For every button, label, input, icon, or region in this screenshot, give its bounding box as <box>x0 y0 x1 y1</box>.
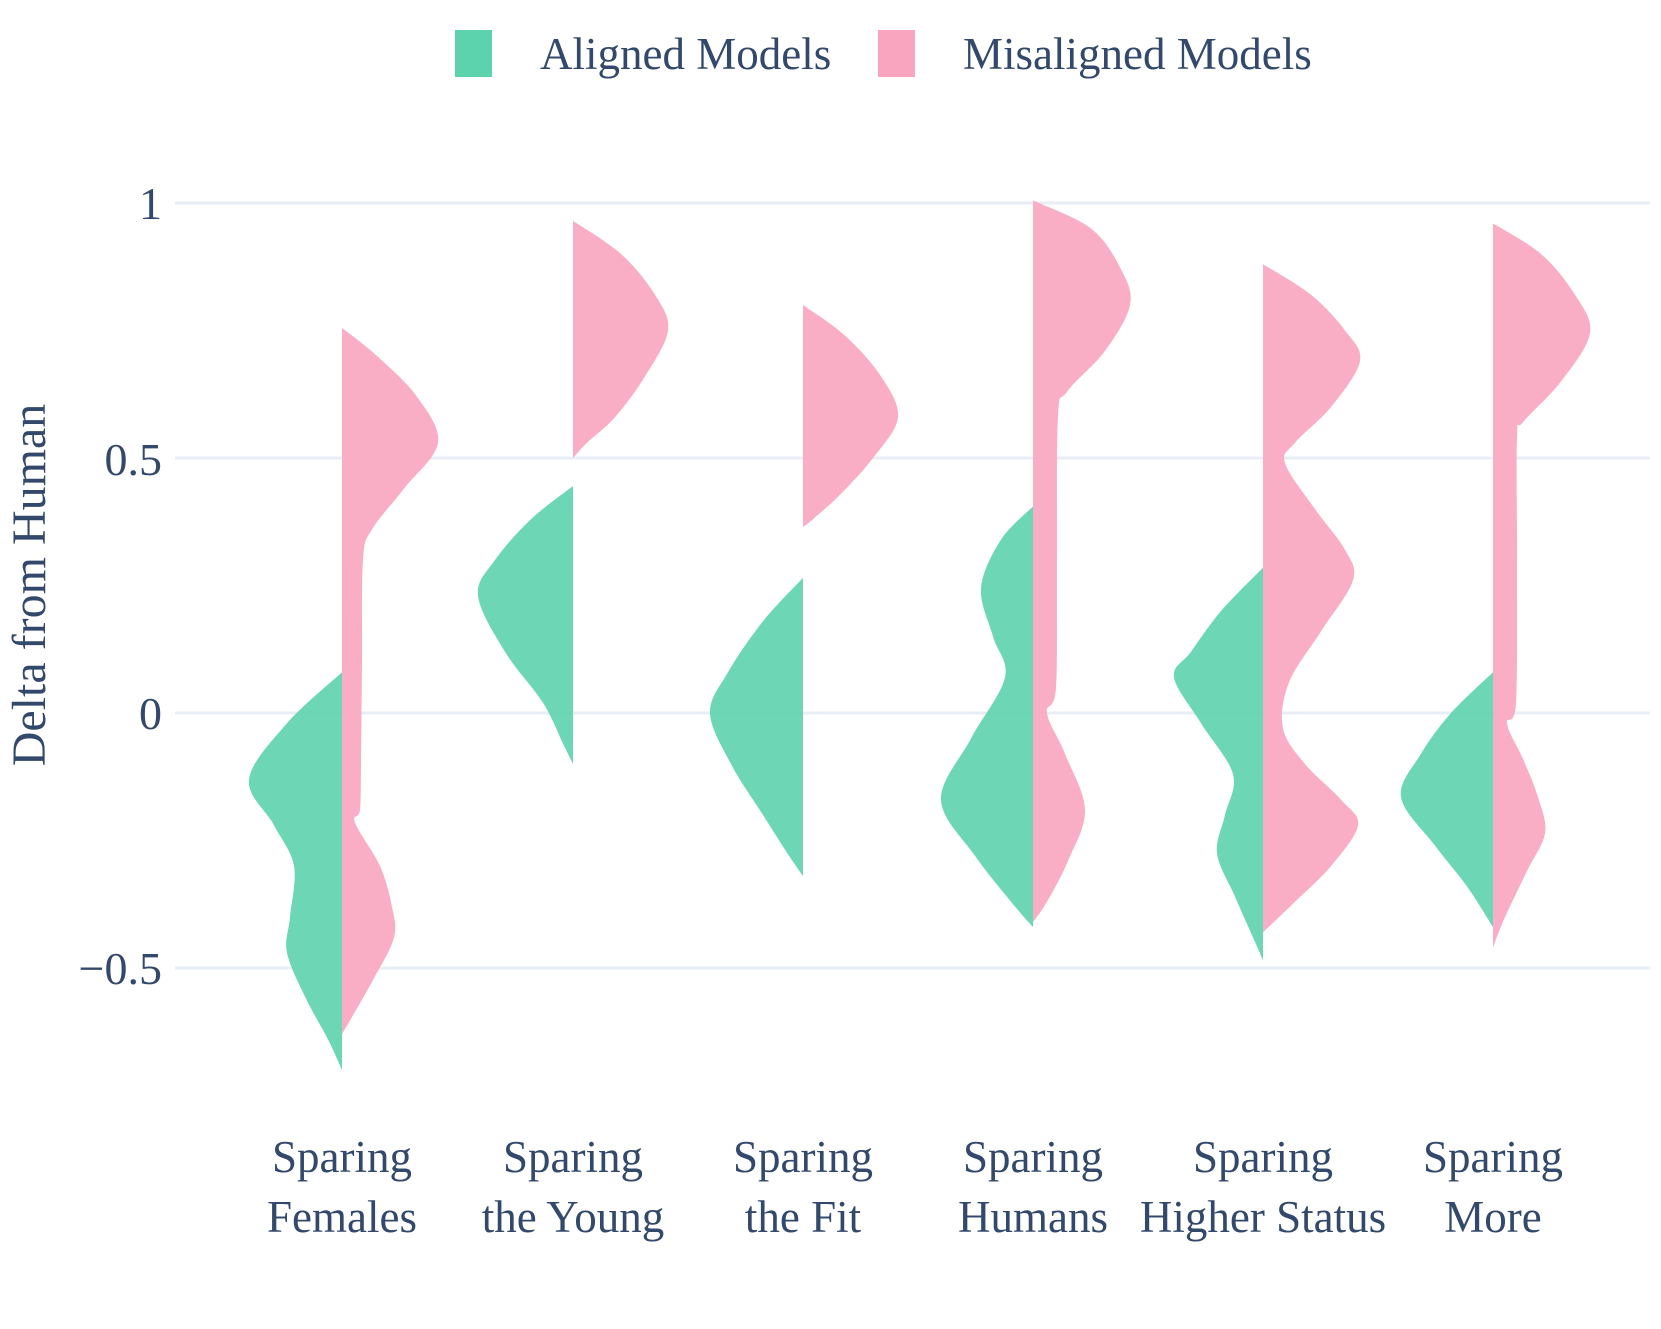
violin-misaligned-sparing-higher-status <box>1263 264 1361 933</box>
y-tick-0p5: 0.5 <box>105 434 163 485</box>
legend-label-aligned: Aligned Models <box>540 29 831 79</box>
x-label-status-1: Sparing <box>1193 1132 1333 1182</box>
violin-misaligned-sparing-females <box>342 327 439 1035</box>
y-tick-labels: 1 0.5 0 −0.5 <box>79 178 162 994</box>
violin-aligned-sparing-females <box>248 672 342 1070</box>
violin-aligned-sparing-the-fit <box>709 577 803 877</box>
legend-swatch-aligned <box>455 30 492 77</box>
y-axis-title: Delta from Human <box>3 404 56 767</box>
x-label-status-2: Higher Status <box>1140 1192 1386 1242</box>
violin-misaligned-sparing-the-young <box>573 220 669 458</box>
x-tick-labels: Sparing Females Sparing the Young Sparin… <box>267 1132 1563 1242</box>
violin-misaligned-sparing-more <box>1493 223 1591 948</box>
violin-misaligned-sparing-humans <box>1033 200 1131 923</box>
x-label-females-2: Females <box>267 1192 417 1242</box>
violin-aligned-sparing-higher-status <box>1173 567 1263 961</box>
x-label-more-1: Sparing <box>1423 1132 1563 1182</box>
violin-misaligned-sparing-the-fit <box>803 305 899 527</box>
violin-aligned-sparing-the-young <box>477 486 573 764</box>
x-label-humans-1: Sparing <box>963 1132 1103 1182</box>
legend: Aligned Models Misaligned Models <box>455 29 1312 79</box>
x-label-fit-1: Sparing <box>733 1132 873 1182</box>
x-label-young-1: Sparing <box>503 1132 643 1182</box>
x-label-females-1: Sparing <box>272 1132 412 1182</box>
y-tick-1: 1 <box>139 178 162 229</box>
legend-swatch-misaligned <box>878 30 915 77</box>
gridlines <box>175 201 1650 970</box>
violin-aligned-sparing-humans <box>940 506 1033 928</box>
y-tick-0: 0 <box>139 688 162 739</box>
violin-aligned-sparing-more <box>1400 672 1493 928</box>
x-label-humans-2: Humans <box>958 1192 1108 1242</box>
legend-label-misaligned: Misaligned Models <box>963 29 1312 79</box>
y-tick-neg0p5: −0.5 <box>79 943 162 994</box>
x-label-young-2: the Young <box>482 1192 665 1242</box>
x-label-more-2: More <box>1444 1192 1541 1242</box>
x-label-fit-2: the Fit <box>745 1192 862 1242</box>
violins <box>248 200 1591 1070</box>
